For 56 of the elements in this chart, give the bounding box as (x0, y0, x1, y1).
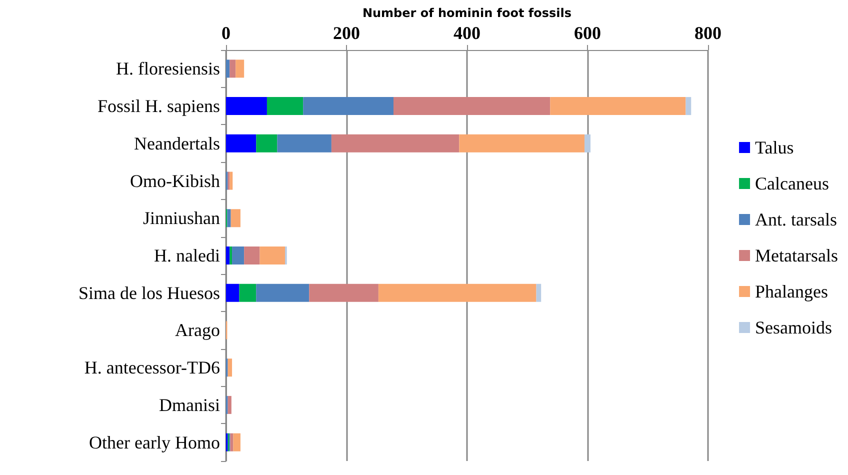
bar (226, 60, 230, 78)
y-tick-label: Jinniushan (142, 208, 220, 228)
bar (239, 284, 256, 302)
bar (303, 97, 394, 116)
bar (228, 396, 232, 414)
bar (233, 433, 240, 452)
bar (230, 246, 232, 264)
bar (277, 134, 332, 152)
bar (226, 97, 267, 116)
x-axis-title: Number of hominin foot fossils (362, 6, 572, 20)
bar (226, 284, 240, 302)
bar (584, 134, 591, 152)
bar (256, 284, 310, 302)
x-tick-label: 800 (694, 23, 722, 43)
bar (230, 209, 240, 228)
bar (226, 134, 256, 152)
legend-label: Sesamoids (755, 318, 832, 338)
bar (232, 246, 244, 264)
y-tick-label: H. naledi (154, 246, 220, 266)
bar (260, 246, 286, 264)
bar (309, 284, 378, 302)
y-tick-label: H. antecessor-TD6 (84, 358, 220, 378)
x-tick-label: 400 (454, 23, 480, 43)
bar (228, 358, 232, 377)
y-tick-label: Omo-Kibish (130, 170, 220, 191)
y-tick-label: Arago (175, 320, 220, 340)
bar (236, 60, 244, 78)
y-tick-label: Fossil H. sapiens (97, 96, 220, 116)
bar (393, 97, 550, 116)
x-tick-label: 600 (574, 23, 601, 43)
bar (266, 97, 304, 116)
legend-label: Phalanges (755, 282, 828, 302)
bar (230, 60, 236, 78)
bar (226, 246, 230, 264)
x-tick-label: 0 (222, 23, 230, 43)
legend-label: Calcaneus (755, 174, 829, 194)
bar (459, 134, 584, 152)
bar (331, 134, 460, 152)
bar (536, 284, 542, 302)
legend-label: Metatarsals (755, 246, 838, 266)
bar (378, 284, 536, 302)
bar (244, 246, 260, 264)
x-tick-label: 200 (333, 23, 360, 43)
y-tick-label: Sima de los Huesos (78, 282, 220, 303)
bar (227, 209, 231, 228)
bar (550, 97, 686, 116)
bar (686, 97, 692, 116)
bar (256, 134, 278, 152)
legend-label: Ant. tarsals (755, 210, 838, 230)
legend-label: Talus (755, 138, 794, 158)
y-tick-label: H. floresiensis (116, 58, 220, 79)
y-tick-label: Dmanisi (159, 394, 220, 415)
bar (230, 433, 234, 452)
bar (230, 172, 233, 190)
y-tick-label: Neandertals (134, 133, 220, 154)
y-tick-label: Other early Homo (89, 432, 220, 452)
